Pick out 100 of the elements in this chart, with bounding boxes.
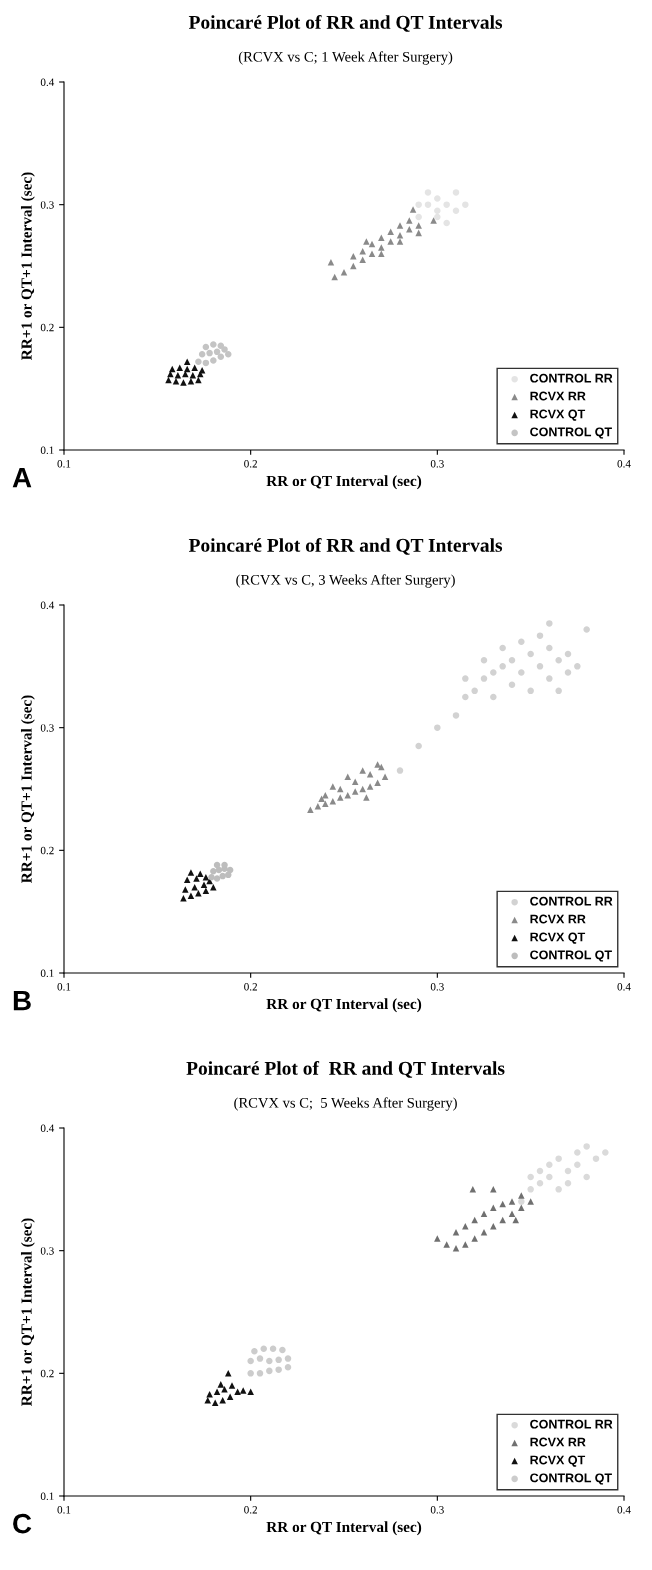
point [187, 869, 195, 876]
point [226, 1393, 234, 1400]
point [508, 681, 516, 688]
x-tick-label: 0.3 [430, 983, 444, 991]
point [210, 883, 217, 891]
point [187, 378, 195, 385]
point [564, 1179, 572, 1187]
point [508, 656, 516, 664]
point [193, 875, 200, 882]
x-axis-title: RR or QT Interval (sec) [266, 475, 422, 490]
point [182, 370, 189, 378]
point [366, 771, 374, 778]
point [279, 1346, 286, 1354]
point [518, 1198, 525, 1205]
point [195, 358, 202, 365]
point [247, 1370, 254, 1377]
point [546, 620, 553, 627]
x-tick-label: 0.4 [617, 460, 631, 468]
point [210, 357, 217, 364]
point [374, 779, 381, 787]
point [284, 1355, 292, 1362]
point [378, 763, 385, 771]
point [462, 675, 469, 682]
point [363, 794, 370, 801]
point [368, 250, 376, 257]
legend-label: RCVX QT [530, 932, 586, 944]
point [452, 712, 460, 719]
point [275, 1356, 282, 1364]
point [191, 364, 198, 372]
point [183, 365, 191, 373]
point [344, 791, 351, 799]
point [462, 1241, 469, 1248]
point [564, 1167, 572, 1175]
point [555, 1186, 562, 1193]
point [452, 1229, 460, 1236]
legend-label: RCVX RR [530, 1437, 586, 1447]
point [221, 1386, 228, 1393]
point [415, 742, 422, 750]
point [219, 872, 226, 880]
point [452, 207, 460, 215]
y-tick-label: 0.3 [40, 201, 54, 209]
y-tick-label: 0.3 [40, 1247, 54, 1255]
point [337, 785, 344, 793]
point [351, 778, 359, 785]
point [202, 874, 210, 881]
point [443, 1241, 450, 1248]
point [198, 367, 206, 374]
legend-label: CONTROL RR [530, 896, 613, 906]
point [387, 228, 394, 235]
point [424, 189, 432, 196]
point [322, 800, 329, 807]
point [527, 1173, 534, 1181]
point [204, 1397, 211, 1404]
point [247, 1388, 254, 1395]
point [359, 248, 366, 255]
point [284, 1363, 292, 1371]
x-tick-label: 0.1 [57, 460, 71, 468]
point [378, 250, 385, 257]
point [172, 378, 180, 385]
point [583, 626, 590, 633]
point [213, 875, 221, 882]
x-tick-label: 0.3 [430, 460, 444, 468]
point [189, 371, 197, 379]
point [225, 351, 232, 358]
point [331, 273, 338, 281]
point [180, 379, 187, 386]
point [574, 663, 581, 670]
point [499, 1200, 506, 1208]
point [527, 1186, 534, 1193]
point [480, 675, 488, 682]
point [536, 1167, 544, 1175]
point [480, 1229, 488, 1236]
y-tick-label: 0.4 [40, 601, 55, 610]
point [182, 886, 189, 893]
point [210, 341, 217, 348]
point [213, 348, 221, 356]
point [490, 1186, 497, 1193]
chart-title: Poincaré Plot of RR and QT Intervals [188, 14, 503, 32]
point [443, 201, 450, 208]
y-tick-label: 0.1 [40, 1492, 54, 1501]
x-tick-label: 0.1 [57, 1506, 71, 1514]
point [564, 650, 572, 658]
point [381, 773, 389, 780]
point [217, 1381, 225, 1388]
point [275, 1366, 282, 1373]
legend-label: CONTROL RR [530, 1419, 613, 1429]
point [396, 238, 404, 245]
x-tick-label: 0.3 [430, 1506, 444, 1514]
point [202, 359, 210, 367]
point [210, 867, 217, 875]
point [251, 1348, 258, 1355]
chart-subtitle: (RCVX vs C; 1 Week After Surgery) [238, 51, 453, 65]
point [434, 207, 441, 215]
point [564, 669, 572, 676]
point [228, 1382, 236, 1389]
point [536, 632, 544, 639]
y-axis-title: RR+1 or QT+1 Interval (sec) [20, 172, 35, 361]
chart-subtitle: (RCVX vs C, 3 Weeks After Surgery) [236, 574, 455, 588]
point [518, 669, 525, 676]
point [359, 256, 366, 264]
